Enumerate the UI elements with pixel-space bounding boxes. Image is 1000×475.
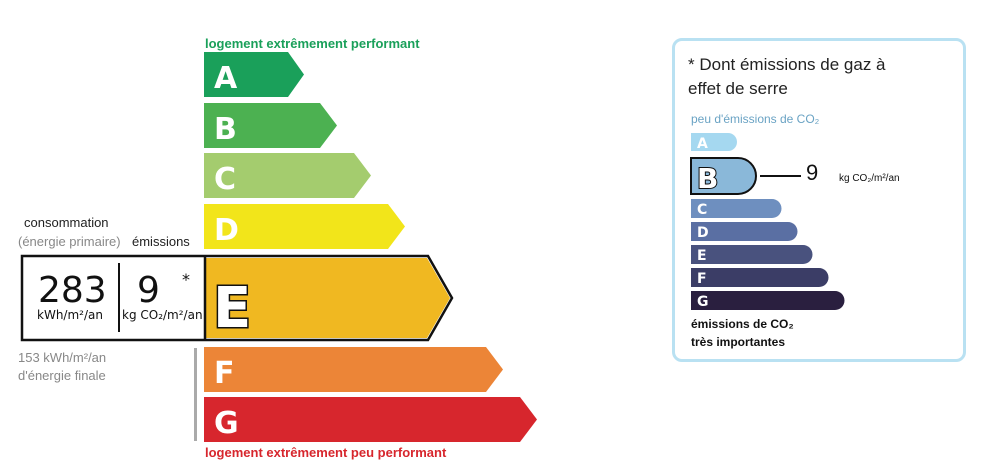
co2-low-label: peu d'émissions de CO₂: [691, 112, 820, 126]
co2-class-f-letter: F: [697, 271, 707, 287]
emissions-value: 9: [137, 270, 160, 311]
emissions-unit: kg CO₂/m²/an: [122, 308, 203, 322]
consumption-title: consommation: [24, 215, 109, 230]
co2-class-b: B: [690, 157, 801, 196]
energy-class-f-letter: F: [214, 356, 235, 391]
co2-class-g: G: [691, 291, 845, 310]
energy-class-g-letter: G: [214, 406, 239, 441]
energy-class-g: G: [204, 397, 537, 442]
co2-value: 9: [806, 160, 819, 185]
bottom-performance-label: logement extrêmement peu performant: [205, 445, 447, 460]
co2-panel-title-line2: effet de serre: [688, 79, 788, 98]
energy-class-c-letter: C: [214, 162, 236, 197]
consumption-subtitle: (énergie primaire): [18, 234, 121, 249]
co2-unit: kg CO₂/m²/an: [839, 173, 900, 184]
energy-class-b-letter: B: [214, 112, 237, 147]
co2-class-e: E: [691, 245, 813, 264]
energy-class-d-letter: D: [214, 213, 239, 248]
divider-line: [194, 348, 197, 441]
co2-high-label-line2: très importantes: [691, 335, 786, 349]
energy-class-d: D: [204, 204, 405, 249]
energy-class-b: B: [204, 103, 337, 148]
co2-class-f: F: [691, 268, 829, 287]
final-energy-label: d'énergie finale: [18, 368, 106, 383]
emissions-asterisk: *: [182, 270, 190, 289]
current-energy-class: E 283 kWh/m²/an 9 * kg CO₂/m²/an: [20, 254, 454, 343]
co2-class-g-letter: G: [697, 294, 709, 310]
co2-class-d-letter: D: [697, 225, 709, 241]
co2-class-d: D: [691, 222, 798, 241]
consumption-unit: kWh/m²/an: [37, 308, 103, 322]
energy-class-c: C: [204, 153, 371, 198]
energy-class-f: F: [204, 347, 503, 392]
co2-high-label-line1: émissions de CO₂: [691, 317, 794, 331]
co2-class-a-letter: A: [697, 136, 708, 152]
co2-class-c: C: [691, 199, 782, 218]
final-energy-value: 153 kWh/m²/an: [18, 350, 107, 365]
co2-class-e-letter: E: [697, 248, 707, 264]
co2-panel-title-line1: * Dont émissions de gaz à: [688, 55, 886, 74]
energy-class-a-letter: A: [214, 61, 238, 96]
co2-class-c-letter: C: [697, 202, 707, 218]
energy-class-a: A: [204, 52, 304, 97]
co2-class-b-letter: B: [697, 162, 718, 195]
emissions-title: émissions: [132, 234, 190, 249]
energy-class-e-letter: E: [213, 276, 251, 341]
consumption-value: 283: [38, 270, 107, 311]
top-performance-label: logement extrêmement performant: [205, 36, 420, 51]
co2-class-a: A: [691, 133, 737, 152]
